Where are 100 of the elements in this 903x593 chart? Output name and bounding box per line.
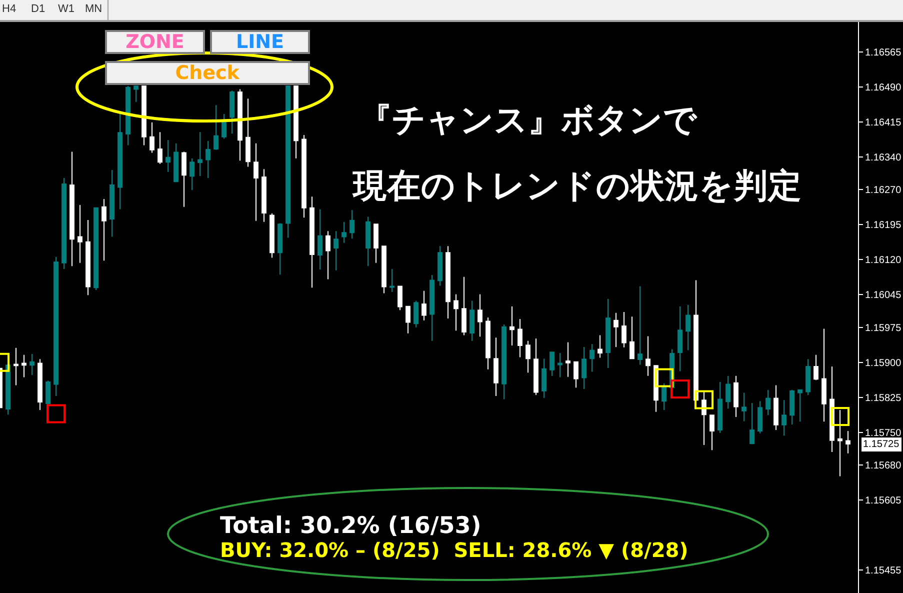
y-tick-label: 1.16270 bbox=[865, 185, 902, 196]
candlestick bbox=[478, 294, 482, 338]
annotation: 現在のトレンドの状況を判定 bbox=[352, 166, 802, 205]
y-tick-label: 1.15605 bbox=[865, 496, 902, 507]
candlestick bbox=[694, 280, 698, 401]
annotation: Check bbox=[175, 62, 240, 84]
candlestick bbox=[206, 140, 210, 178]
candlestick bbox=[86, 219, 90, 296]
candlestick bbox=[262, 168, 266, 222]
candlestick bbox=[662, 382, 666, 410]
candlestick bbox=[622, 311, 626, 348]
text: W1 bbox=[58, 3, 74, 15]
candlestick bbox=[446, 246, 450, 319]
candlestick bbox=[486, 317, 490, 370]
candlestick bbox=[142, 85, 146, 146]
candlestick bbox=[414, 300, 418, 328]
candlestick bbox=[614, 312, 618, 348]
text: 1.15725 bbox=[863, 439, 900, 450]
candlestick bbox=[326, 230, 330, 280]
candlestick bbox=[398, 286, 402, 311]
candlestick bbox=[598, 334, 602, 358]
candlestick bbox=[518, 318, 522, 358]
point bbox=[830, 407, 850, 426]
candlestick bbox=[198, 132, 202, 177]
candlestick bbox=[254, 142, 258, 222]
candlestick bbox=[438, 246, 442, 286]
candlestick bbox=[638, 286, 642, 366]
candlestick bbox=[150, 122, 154, 154]
candlestick bbox=[582, 346, 586, 390]
candlestick bbox=[462, 276, 466, 336]
candlestick bbox=[494, 337, 498, 396]
y-tick-label: 1.16340 bbox=[865, 152, 902, 164]
annotation: 『チャンス』ボタンで bbox=[359, 100, 698, 139]
candlestick bbox=[526, 340, 530, 374]
y-tick-label: 1.15680 bbox=[865, 460, 902, 472]
candlestick bbox=[406, 306, 410, 334]
candlestick bbox=[790, 389, 794, 425]
candlestick bbox=[630, 316, 634, 360]
candlestick bbox=[22, 354, 26, 378]
y-tick-label: 1.15455 bbox=[865, 566, 902, 577]
candlestick bbox=[846, 430, 850, 454]
y-tick-label: 1.15975 bbox=[865, 322, 902, 334]
candlestick bbox=[574, 361, 578, 388]
candlestick bbox=[366, 216, 370, 267]
candlestick bbox=[318, 208, 322, 270]
candlestick bbox=[822, 328, 826, 422]
candlestick bbox=[158, 132, 162, 164]
candlestick bbox=[54, 256, 58, 396]
annotation: BUY: 32.0% – (8/25) SELL: 28.6% ▼ (8/28) bbox=[220, 538, 688, 562]
candlestick bbox=[838, 409, 842, 477]
candlestick bbox=[382, 246, 386, 294]
candlestick bbox=[182, 151, 186, 208]
candlestick bbox=[534, 338, 538, 396]
candlestick bbox=[550, 352, 554, 376]
candlestick bbox=[774, 384, 778, 431]
candlestick bbox=[70, 151, 74, 267]
candlestick bbox=[350, 210, 354, 240]
candlestick bbox=[702, 391, 706, 446]
candlestick bbox=[798, 389, 802, 422]
y-tick-label: 1.15900 bbox=[865, 358, 902, 369]
candlestick bbox=[214, 104, 218, 150]
candlestick bbox=[286, 85, 290, 238]
candlestick bbox=[230, 90, 234, 134]
candlestick bbox=[238, 88, 242, 162]
candlestick bbox=[726, 375, 730, 410]
point bbox=[694, 390, 714, 410]
candlestick bbox=[686, 304, 690, 351]
candlestick bbox=[190, 158, 194, 191]
candlestick bbox=[14, 347, 18, 386]
candlestick bbox=[782, 400, 786, 436]
y-tick-label: 1.16195 bbox=[865, 220, 902, 232]
y-tick-label: 1.16415 bbox=[865, 117, 902, 128]
text: MN bbox=[85, 3, 102, 15]
annotation: LINE bbox=[236, 31, 284, 53]
candlestick bbox=[246, 98, 250, 168]
y-tick-label: 1.16490 bbox=[865, 82, 902, 94]
candlestick bbox=[814, 354, 818, 381]
candlestick bbox=[302, 134, 306, 218]
candlestick bbox=[750, 402, 754, 444]
candlestick bbox=[806, 358, 810, 396]
candlestick bbox=[558, 352, 562, 378]
candlestick bbox=[310, 196, 314, 288]
candlestick bbox=[30, 353, 34, 376]
candlestick bbox=[422, 290, 426, 321]
text: D1 bbox=[31, 3, 46, 15]
y-tick-label: 1.16565 bbox=[865, 47, 902, 58]
candlestick bbox=[94, 207, 98, 290]
candlestick bbox=[542, 358, 546, 398]
candlestick bbox=[390, 268, 394, 292]
candlestick bbox=[270, 212, 274, 258]
candlestick bbox=[766, 389, 770, 416]
candlestick bbox=[102, 198, 106, 262]
candlestick bbox=[454, 294, 458, 332]
candlestick bbox=[38, 358, 42, 410]
candlestick bbox=[470, 300, 474, 342]
candlestick bbox=[430, 274, 434, 342]
candlestick bbox=[278, 222, 282, 276]
candlestick bbox=[374, 224, 378, 264]
candlestick bbox=[294, 85, 298, 159]
text: H4 bbox=[2, 3, 16, 15]
